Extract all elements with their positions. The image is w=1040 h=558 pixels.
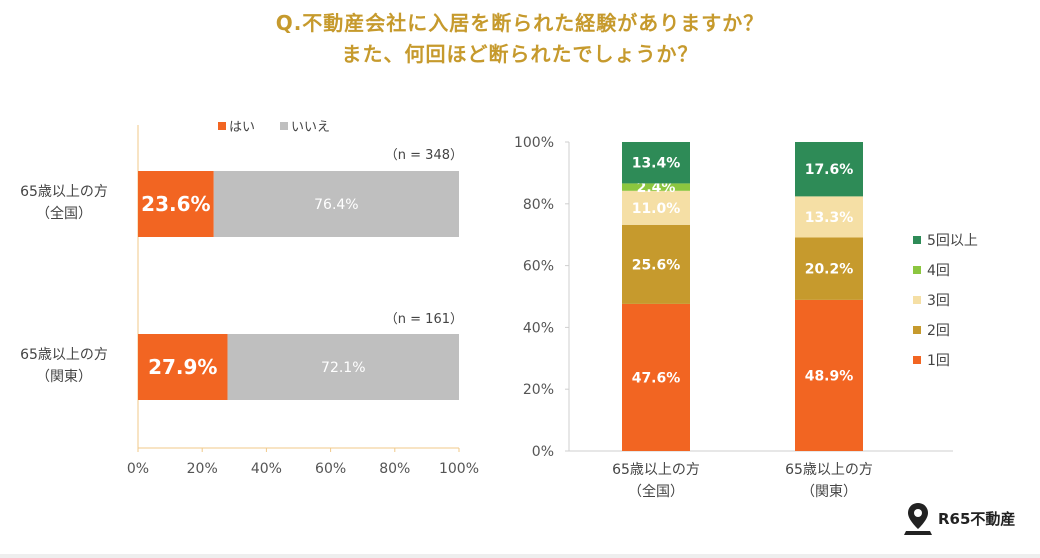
- legend-label: 2回: [927, 323, 950, 339]
- x-tick-label: 40%: [251, 461, 282, 477]
- data-label: 48.9%: [805, 368, 854, 384]
- bar-segment: [138, 171, 214, 237]
- y-tick-label: 100%: [514, 135, 554, 151]
- legend-swatch: [913, 296, 921, 304]
- title-line-1: Q.不動産会社に入居を断られた経験がありますか？: [275, 11, 765, 35]
- legend-label: 1回: [927, 353, 950, 369]
- data-label: 72.1%: [321, 360, 365, 376]
- chart-title: Q.不動産会社に入居を断られた経験がありますか？ また、何回ほど断られたでしょう…: [0, 8, 1040, 70]
- category-label: （全国）: [36, 205, 92, 222]
- sample-size-label: （n = 161）: [385, 312, 463, 327]
- brand-name: R65不動産: [938, 509, 1016, 528]
- bar-segment: [622, 303, 690, 451]
- data-label: 20.2%: [805, 262, 854, 278]
- data-label: 47.6%: [632, 370, 681, 386]
- rejection-experience-bar-chart: 0% 20% 40% 60% 80% 100% はい いいえ 23.6% 76.4% 65歳以上の方…: [20, 120, 479, 477]
- title-line-2: また、何回ほど断られたでしょうか？: [341, 42, 699, 66]
- legend-swatch: [218, 122, 226, 130]
- category-label: （全国）: [628, 483, 684, 500]
- legend-label: はい: [229, 120, 255, 135]
- y-tick-label: 0%: [532, 444, 554, 460]
- bar-segment: [138, 334, 228, 400]
- x-tick-label: 100%: [439, 461, 479, 477]
- bar-segment: [622, 142, 690, 184]
- legend-swatch: [913, 356, 921, 364]
- data-label: 11.0%: [632, 201, 681, 217]
- category-label: 65歳以上の方: [20, 347, 108, 363]
- x-tick-label: 20%: [187, 461, 218, 477]
- data-label: 25.6%: [632, 257, 681, 273]
- bottom-divider: [0, 554, 1040, 558]
- data-label: 23.6%: [141, 192, 210, 216]
- brand-logo: R65不動産: [904, 500, 1015, 536]
- sample-size-label: （n = 348）: [385, 148, 463, 163]
- legend-label: いいえ: [291, 120, 330, 135]
- bar-segment: [795, 196, 863, 238]
- bar-segment: [622, 183, 690, 191]
- category-label: 65歳以上の方: [612, 462, 700, 478]
- y-tick-label: 20%: [523, 382, 554, 398]
- legend-swatch: [913, 266, 921, 274]
- category-label: 65歳以上の方: [20, 184, 108, 200]
- x-tick-label: 0%: [127, 461, 149, 477]
- data-label: 13.3%: [805, 210, 854, 226]
- bar-segment: [795, 237, 863, 300]
- legend-swatch: [280, 122, 288, 130]
- data-label: 2.4%: [637, 180, 676, 196]
- y-tick-label: 40%: [523, 320, 554, 336]
- bar-segment: [622, 190, 690, 225]
- bar-segment: [213, 171, 459, 237]
- legend-label: 4回: [927, 263, 950, 279]
- category-label: 65歳以上の方: [785, 462, 873, 478]
- data-label: 27.9%: [148, 355, 217, 379]
- bar-segment: [795, 299, 863, 451]
- category-label: （関東）: [801, 484, 857, 500]
- bar-segment: [795, 142, 863, 197]
- legend-swatch: [913, 326, 921, 334]
- legend-label: 3回: [927, 293, 950, 309]
- data-label: 13.4%: [632, 156, 681, 172]
- y-tick-label: 60%: [523, 259, 554, 275]
- bar-segment: [227, 334, 459, 400]
- y-tick-label: 80%: [523, 197, 554, 213]
- data-label: 17.6%: [805, 162, 854, 178]
- x-tick-label: 80%: [379, 461, 410, 477]
- data-label: 76.4%: [314, 197, 358, 213]
- x-tick-label: 60%: [315, 461, 346, 477]
- category-label: （関東）: [36, 369, 92, 385]
- map-pin-icon: [904, 503, 932, 535]
- legend-swatch: [913, 236, 921, 244]
- legend-label: 5回以上: [927, 233, 978, 249]
- bar-segment: [622, 224, 690, 304]
